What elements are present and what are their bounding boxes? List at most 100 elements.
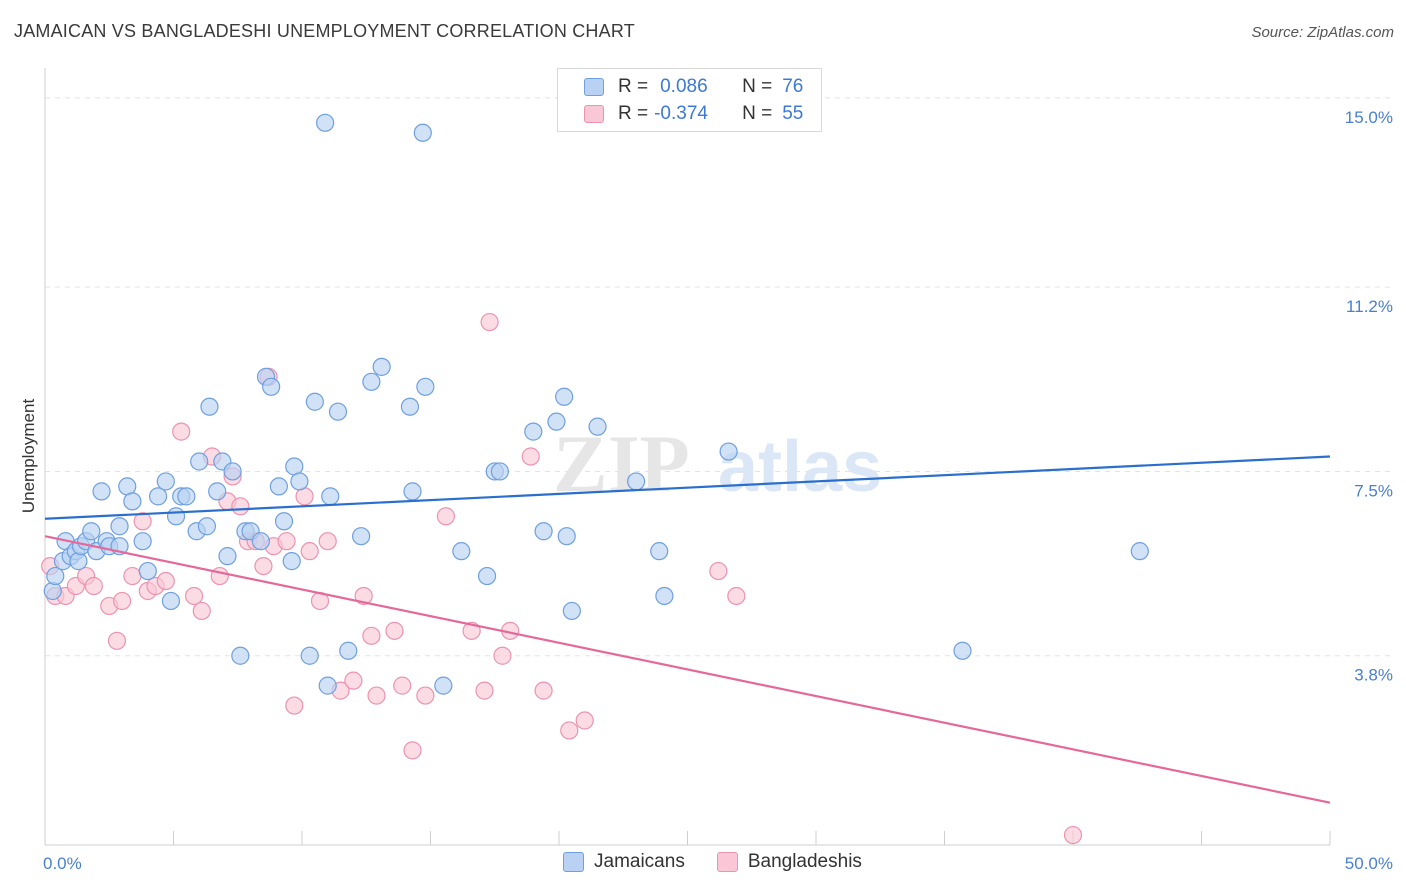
jamaican-point	[200, 397, 219, 416]
y-axis-label: Unemployment	[19, 399, 38, 514]
jamaican-point	[190, 452, 209, 471]
bangladeshi-point	[133, 512, 152, 531]
jamaican-point	[318, 676, 337, 695]
legend-r-value: -0.374	[654, 103, 708, 124]
jamaican-point	[650, 542, 669, 561]
jamaican-point	[1130, 542, 1149, 561]
y-tick-labels: 3.8% 7.5% 11.2% 15.0%	[1345, 108, 1393, 685]
bangladeshi-point	[560, 721, 579, 740]
jamaican-point	[208, 482, 227, 501]
legend-swatch-blue	[563, 852, 584, 872]
grid-lines	[45, 97, 1395, 657]
jamaican-point	[434, 676, 453, 695]
bangladeshi-trend-line	[44, 535, 1331, 804]
bangladeshi-point	[254, 556, 273, 576]
jamaican-trend-line	[44, 455, 1331, 520]
jamaican-points	[43, 113, 1149, 695]
source-label: Source: ZipAtlas.com	[1251, 24, 1394, 41]
jamaican-point	[197, 517, 217, 536]
legend-n-label: N =	[742, 103, 773, 124]
jamaican-point	[262, 377, 281, 396]
bangladeshi-point	[123, 566, 142, 586]
jamaican-point	[352, 527, 371, 546]
bangladeshi-points	[41, 312, 1083, 845]
jamaican-point	[328, 402, 348, 421]
jamaican-point	[452, 542, 471, 561]
jamaican-point	[282, 552, 301, 571]
jamaican-point	[156, 472, 175, 491]
jamaican-point	[92, 482, 111, 501]
watermark-atlas: atlas	[718, 427, 882, 507]
jamaican-point	[223, 462, 242, 481]
legend-row-jamaicans: R = 0.086 N = 76	[558, 74, 803, 100]
jamaican-point	[123, 492, 142, 511]
correlation-legend: R = 0.086 N = 76 R = -0.374 N = 55	[557, 68, 822, 132]
bangladeshi-point	[112, 591, 132, 611]
jamaican-point	[953, 641, 972, 660]
legend-swatch-blue	[584, 78, 604, 96]
legend-label: Bangladeshis	[747, 851, 862, 872]
legend-item-bangladeshis[interactable]: Bangladeshis	[716, 851, 862, 873]
jamaican-point	[300, 646, 319, 665]
y-tick-label: 3.8%	[1354, 666, 1393, 685]
legend-item-jamaicans[interactable]: Jamaicans	[563, 851, 685, 873]
jamaican-point	[274, 512, 294, 531]
jamaican-point	[110, 517, 129, 536]
jamaican-point	[626, 472, 646, 491]
jamaican-point	[166, 507, 186, 526]
bangladeshi-point	[493, 646, 512, 665]
x-tick-labels: 0.0% 50.0%	[43, 854, 1393, 873]
jamaican-point	[82, 522, 101, 541]
bangladeshi-point	[385, 621, 404, 640]
jamaican-point	[555, 387, 574, 406]
bangladeshi-point	[84, 576, 103, 596]
jamaican-point	[251, 532, 270, 551]
jamaican-point	[524, 422, 543, 441]
bangladeshi-point	[534, 681, 553, 700]
legend-r-label: R =	[618, 76, 649, 97]
jamaican-point	[562, 601, 581, 621]
legend-swatch-pink	[584, 105, 604, 123]
jamaican-point	[362, 372, 381, 391]
chart-title: JAMAICAN VS BANGLADESHI UNEMPLOYMENT COR…	[14, 21, 635, 41]
watermark-zip: ZIP	[553, 418, 690, 509]
jamaican-point	[557, 527, 576, 546]
jamaican-point	[177, 487, 196, 506]
bangladeshi-point	[480, 312, 499, 332]
bangladeshi-point	[475, 681, 494, 700]
bangladeshi-point	[107, 631, 127, 650]
bangladeshi-point	[416, 686, 435, 705]
bangladeshi-point	[362, 626, 381, 645]
legend-n-value: 55	[782, 103, 804, 124]
jamaican-point	[321, 487, 340, 506]
jamaican-point	[403, 482, 422, 501]
legend-label: Jamaicans	[594, 851, 685, 872]
jamaican-point	[133, 532, 152, 551]
y-tick-label: 7.5%	[1354, 481, 1393, 500]
jamaican-point	[231, 646, 250, 665]
legend-n-value: 76	[782, 76, 804, 97]
jamaican-point	[339, 641, 358, 660]
jamaican-point	[547, 412, 566, 431]
jamaican-point	[534, 522, 553, 541]
jamaican-point	[655, 586, 674, 606]
bangladeshi-point	[709, 561, 728, 581]
bangladeshi-point	[172, 422, 191, 441]
bangladeshi-point	[727, 586, 746, 606]
bangladeshi-point	[300, 542, 319, 561]
jamaican-point	[413, 123, 432, 142]
x-tick-label: 0.0%	[43, 854, 82, 873]
bangladeshi-point	[367, 686, 386, 705]
jamaican-point	[69, 552, 88, 571]
y-tick-label: 11.2%	[1346, 297, 1393, 316]
jamaican-point	[269, 477, 288, 496]
jamaican-point	[372, 357, 391, 376]
jamaican-point	[719, 442, 738, 461]
bangladeshi-point	[344, 671, 363, 690]
jamaican-point	[218, 547, 237, 566]
x-tick-label: 50.0%	[1345, 854, 1393, 873]
bangladeshi-point	[403, 741, 422, 760]
jamaican-point	[477, 566, 497, 586]
jamaican-point	[400, 397, 420, 416]
